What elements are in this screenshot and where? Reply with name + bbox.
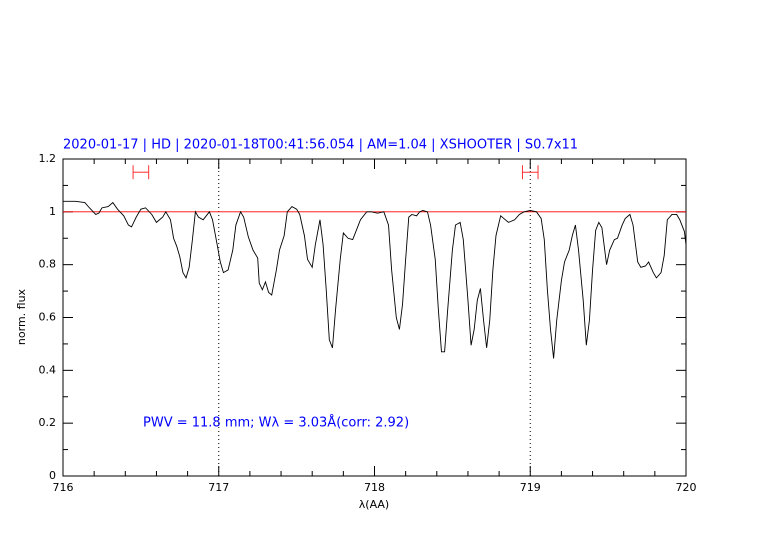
spectrum-line (63, 200, 687, 359)
chart-title: 2020-01-17 | HD | 2020-01-18T00:41:56.05… (63, 138, 578, 153)
y-tick-label: 0.6 (39, 311, 57, 324)
x-tick-label: 718 (364, 481, 385, 494)
y-tick-label: 1.2 (39, 152, 57, 165)
y-tick-label: 0.8 (39, 258, 57, 271)
x-tick-label: 720 (676, 481, 697, 494)
x-tick-label: 716 (53, 481, 74, 494)
y-tick-label: 1 (49, 205, 56, 218)
x-axis-label: λ(AA) (359, 498, 389, 511)
x-tick-label: 719 (520, 481, 541, 494)
y-tick-label: 0.2 (39, 416, 57, 429)
y-axis-label: norm. flux (15, 288, 28, 345)
y-tick-label: 0 (49, 469, 56, 482)
y-tick-label: 0.4 (39, 363, 57, 376)
x-tick-label: 717 (208, 481, 229, 494)
annotation: PWV = 11.8 mm; Wλ = 3.03Å(corr: 2.92) (143, 415, 409, 431)
